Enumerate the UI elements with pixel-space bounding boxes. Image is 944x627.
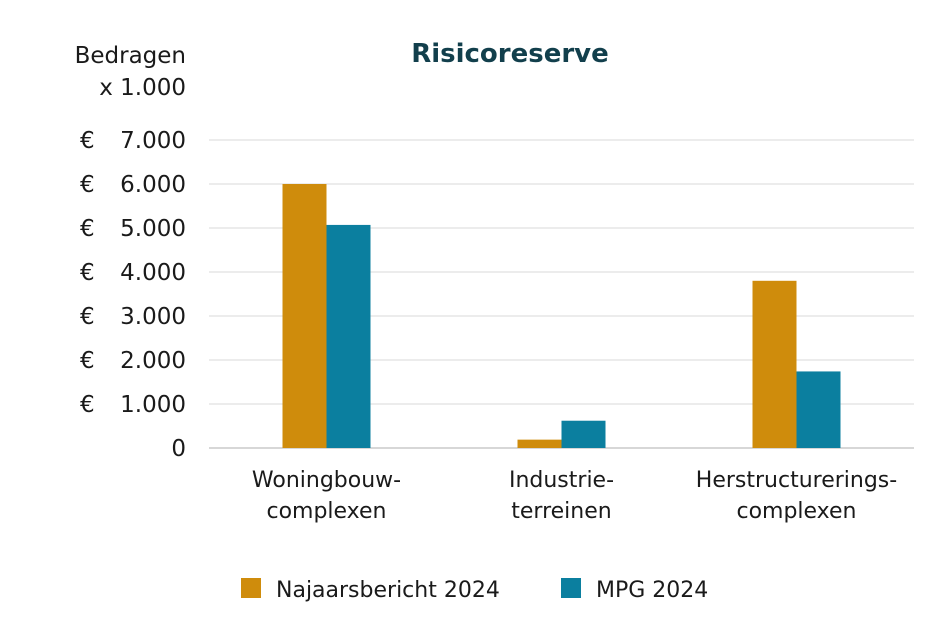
- y-tick-currency: €: [80, 392, 95, 418]
- y-tick-label: 7.000: [120, 128, 186, 154]
- bar: [752, 280, 797, 448]
- x-category-label: complexen: [266, 499, 386, 524]
- x-axis-categories: Woningbouw-complexen Industrie-terreinen H…: [252, 468, 897, 524]
- y-axis-label-line1: Bedragen: [75, 43, 186, 69]
- bar: [282, 184, 327, 448]
- legend-label: Najaarsbericht 2024: [276, 578, 500, 603]
- legend: Najaarsbericht 2024 MPG 2024: [241, 578, 708, 603]
- y-tick-label: 5.000: [120, 216, 186, 242]
- y-tick-label: 6.000: [120, 172, 186, 198]
- y-tick-label: 3.000: [120, 304, 186, 330]
- legend-swatch: [241, 578, 261, 598]
- x-category-label: Herstructurerings-: [696, 468, 897, 493]
- y-tick-currency: €: [80, 216, 95, 242]
- x-category-label: terreinen: [511, 499, 611, 524]
- y-tick-label: 4.000: [120, 260, 186, 286]
- bar: [796, 371, 841, 448]
- legend-swatch: [561, 578, 581, 598]
- bars: [282, 184, 841, 448]
- y-tick-label: 0: [171, 436, 186, 462]
- y-tick-currency: €: [80, 348, 95, 374]
- bar: [561, 420, 606, 448]
- bar: [517, 439, 562, 448]
- x-category-label: Woningbouw-: [252, 468, 401, 493]
- x-category-label: Industrie-: [509, 468, 614, 493]
- y-tick-currency: €: [80, 260, 95, 286]
- y-tick-label: 2.000: [120, 348, 186, 374]
- y-tick-currency: €: [80, 304, 95, 330]
- bar: [326, 224, 371, 448]
- y-axis-ticks: 0 € 1.000 € 2.000 € 3.000 € 4.000 € 5.000 € 6.000 € 7.…: [80, 128, 186, 462]
- y-tick-currency: €: [80, 128, 95, 154]
- legend-label: MPG 2024: [596, 578, 708, 603]
- x-category-label: complexen: [736, 499, 856, 524]
- chart-title: Risicoreserve: [411, 39, 609, 69]
- y-axis-label-line2: x 1.000: [99, 75, 186, 101]
- y-tick-currency: €: [80, 172, 95, 198]
- y-tick-label: 1.000: [120, 392, 186, 418]
